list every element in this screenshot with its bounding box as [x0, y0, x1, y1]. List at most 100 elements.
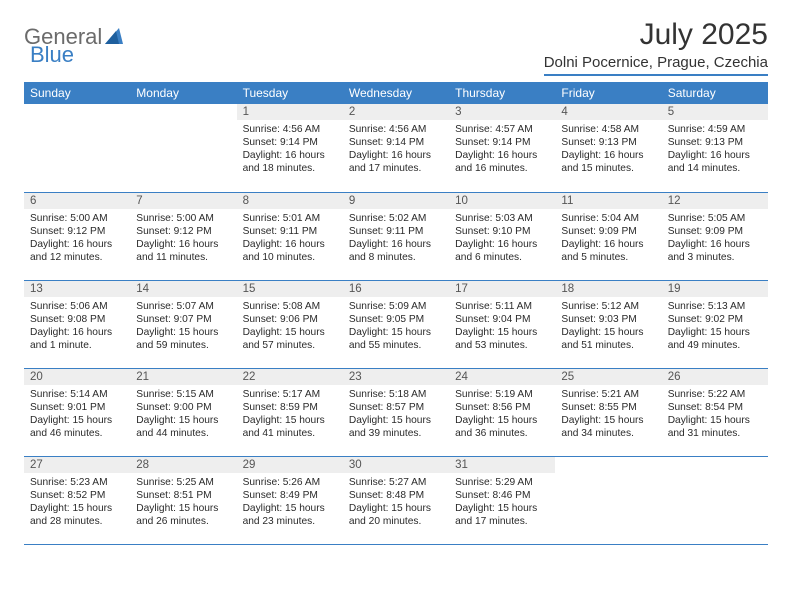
day-details: Sunrise: 5:07 AMSunset: 9:07 PMDaylight:…	[130, 297, 236, 356]
calendar-day-cell: 11Sunrise: 5:04 AMSunset: 9:09 PMDayligh…	[555, 192, 661, 280]
day-details: Sunrise: 5:03 AMSunset: 9:10 PMDaylight:…	[449, 209, 555, 268]
calendar-day-cell: 4Sunrise: 4:58 AMSunset: 9:13 PMDaylight…	[555, 104, 661, 192]
calendar-day-cell: 19Sunrise: 5:13 AMSunset: 9:02 PMDayligh…	[662, 280, 768, 368]
calendar-day-cell: 20Sunrise: 5:14 AMSunset: 9:01 PMDayligh…	[24, 368, 130, 456]
calendar-day-cell: 26Sunrise: 5:22 AMSunset: 8:54 PMDayligh…	[662, 368, 768, 456]
day-details: Sunrise: 4:58 AMSunset: 9:13 PMDaylight:…	[555, 120, 661, 179]
calendar-day-cell: 12Sunrise: 5:05 AMSunset: 9:09 PMDayligh…	[662, 192, 768, 280]
day-details: Sunrise: 5:19 AMSunset: 8:56 PMDaylight:…	[449, 385, 555, 444]
day-details: Sunrise: 5:29 AMSunset: 8:46 PMDaylight:…	[449, 473, 555, 532]
calendar-day-cell: 28Sunrise: 5:25 AMSunset: 8:51 PMDayligh…	[130, 456, 236, 544]
dow-header: Sunday	[24, 82, 130, 104]
day-details: Sunrise: 5:12 AMSunset: 9:03 PMDaylight:…	[555, 297, 661, 356]
day-details: Sunrise: 4:59 AMSunset: 9:13 PMDaylight:…	[662, 120, 768, 179]
dow-header: Friday	[555, 82, 661, 104]
day-details: Sunrise: 5:26 AMSunset: 8:49 PMDaylight:…	[237, 473, 343, 532]
day-details: Sunrise: 5:15 AMSunset: 9:00 PMDaylight:…	[130, 385, 236, 444]
calendar-day-cell: 10Sunrise: 5:03 AMSunset: 9:10 PMDayligh…	[449, 192, 555, 280]
day-number: 12	[662, 193, 768, 209]
calendar-day-cell: 23Sunrise: 5:18 AMSunset: 8:57 PMDayligh…	[343, 368, 449, 456]
calendar-day-cell: 5Sunrise: 4:59 AMSunset: 9:13 PMDaylight…	[662, 104, 768, 192]
day-details: Sunrise: 5:00 AMSunset: 9:12 PMDaylight:…	[130, 209, 236, 268]
day-number: 14	[130, 281, 236, 297]
day-number: 19	[662, 281, 768, 297]
day-details: Sunrise: 5:11 AMSunset: 9:04 PMDaylight:…	[449, 297, 555, 356]
calendar-day-cell: 31Sunrise: 5:29 AMSunset: 8:46 PMDayligh…	[449, 456, 555, 544]
calendar-day-cell: 21Sunrise: 5:15 AMSunset: 9:00 PMDayligh…	[130, 368, 236, 456]
calendar-head: SundayMondayTuesdayWednesdayThursdayFrid…	[24, 82, 768, 104]
logo-text-2: Blue	[30, 42, 74, 67]
day-number: 11	[555, 193, 661, 209]
calendar-week-row: 13Sunrise: 5:06 AMSunset: 9:08 PMDayligh…	[24, 280, 768, 368]
calendar-day-cell: 29Sunrise: 5:26 AMSunset: 8:49 PMDayligh…	[237, 456, 343, 544]
calendar-day-cell: 24Sunrise: 5:19 AMSunset: 8:56 PMDayligh…	[449, 368, 555, 456]
day-details: Sunrise: 5:01 AMSunset: 9:11 PMDaylight:…	[237, 209, 343, 268]
day-number: 20	[24, 369, 130, 385]
day-details: Sunrise: 5:25 AMSunset: 8:51 PMDaylight:…	[130, 473, 236, 532]
day-number: 10	[449, 193, 555, 209]
calendar-day-cell	[130, 104, 236, 192]
calendar-day-cell: 2Sunrise: 4:56 AMSunset: 9:14 PMDaylight…	[343, 104, 449, 192]
calendar-week-row: 6Sunrise: 5:00 AMSunset: 9:12 PMDaylight…	[24, 192, 768, 280]
day-details: Sunrise: 5:00 AMSunset: 9:12 PMDaylight:…	[24, 209, 130, 268]
day-number: 18	[555, 281, 661, 297]
day-details: Sunrise: 5:18 AMSunset: 8:57 PMDaylight:…	[343, 385, 449, 444]
day-number: 1	[237, 104, 343, 120]
calendar-week-row: 1Sunrise: 4:56 AMSunset: 9:14 PMDaylight…	[24, 104, 768, 192]
logo-sail-icon	[105, 28, 125, 46]
header-bar: General July 2025 Dolni Pocernice, Pragu…	[24, 18, 768, 76]
calendar-week-row: 27Sunrise: 5:23 AMSunset: 8:52 PMDayligh…	[24, 456, 768, 544]
day-details: Sunrise: 5:22 AMSunset: 8:54 PMDaylight:…	[662, 385, 768, 444]
day-details: Sunrise: 5:21 AMSunset: 8:55 PMDaylight:…	[555, 385, 661, 444]
calendar-day-cell: 16Sunrise: 5:09 AMSunset: 9:05 PMDayligh…	[343, 280, 449, 368]
dow-header: Wednesday	[343, 82, 449, 104]
day-number: 5	[662, 104, 768, 120]
day-number: 7	[130, 193, 236, 209]
dow-header: Tuesday	[237, 82, 343, 104]
calendar-day-cell: 3Sunrise: 4:57 AMSunset: 9:14 PMDaylight…	[449, 104, 555, 192]
day-number: 31	[449, 457, 555, 473]
day-number: 25	[555, 369, 661, 385]
day-number: 13	[24, 281, 130, 297]
day-number: 9	[343, 193, 449, 209]
day-number: 30	[343, 457, 449, 473]
day-details: Sunrise: 5:23 AMSunset: 8:52 PMDaylight:…	[24, 473, 130, 532]
day-details: Sunrise: 4:56 AMSunset: 9:14 PMDaylight:…	[343, 120, 449, 179]
calendar-day-cell: 18Sunrise: 5:12 AMSunset: 9:03 PMDayligh…	[555, 280, 661, 368]
location-subtitle: Dolni Pocernice, Prague, Czechia	[544, 54, 768, 76]
day-number: 3	[449, 104, 555, 120]
day-details: Sunrise: 5:27 AMSunset: 8:48 PMDaylight:…	[343, 473, 449, 532]
day-number: 16	[343, 281, 449, 297]
calendar-day-cell: 9Sunrise: 5:02 AMSunset: 9:11 PMDaylight…	[343, 192, 449, 280]
day-number: 24	[449, 369, 555, 385]
day-details: Sunrise: 5:09 AMSunset: 9:05 PMDaylight:…	[343, 297, 449, 356]
dow-header: Thursday	[449, 82, 555, 104]
calendar-day-cell: 30Sunrise: 5:27 AMSunset: 8:48 PMDayligh…	[343, 456, 449, 544]
day-number: 29	[237, 457, 343, 473]
day-number: 21	[130, 369, 236, 385]
month-title: July 2025	[544, 18, 768, 52]
dow-header: Saturday	[662, 82, 768, 104]
day-number: 23	[343, 369, 449, 385]
day-number: 6	[24, 193, 130, 209]
calendar-day-cell	[24, 104, 130, 192]
calendar-body: 1Sunrise: 4:56 AMSunset: 9:14 PMDaylight…	[24, 104, 768, 544]
day-details: Sunrise: 5:08 AMSunset: 9:06 PMDaylight:…	[237, 297, 343, 356]
day-number: 27	[24, 457, 130, 473]
calendar-day-cell	[662, 456, 768, 544]
calendar-day-cell: 22Sunrise: 5:17 AMSunset: 8:59 PMDayligh…	[237, 368, 343, 456]
day-number: 15	[237, 281, 343, 297]
day-details: Sunrise: 5:17 AMSunset: 8:59 PMDaylight:…	[237, 385, 343, 444]
calendar-day-cell: 17Sunrise: 5:11 AMSunset: 9:04 PMDayligh…	[449, 280, 555, 368]
day-number: 22	[237, 369, 343, 385]
calendar-day-cell: 1Sunrise: 4:56 AMSunset: 9:14 PMDaylight…	[237, 104, 343, 192]
dow-header: Monday	[130, 82, 236, 104]
day-details: Sunrise: 5:02 AMSunset: 9:11 PMDaylight:…	[343, 209, 449, 268]
calendar-day-cell: 7Sunrise: 5:00 AMSunset: 9:12 PMDaylight…	[130, 192, 236, 280]
day-details: Sunrise: 5:13 AMSunset: 9:02 PMDaylight:…	[662, 297, 768, 356]
day-details: Sunrise: 5:14 AMSunset: 9:01 PMDaylight:…	[24, 385, 130, 444]
day-number: 26	[662, 369, 768, 385]
calendar-day-cell: 13Sunrise: 5:06 AMSunset: 9:08 PMDayligh…	[24, 280, 130, 368]
day-number: 4	[555, 104, 661, 120]
calendar-day-cell: 27Sunrise: 5:23 AMSunset: 8:52 PMDayligh…	[24, 456, 130, 544]
